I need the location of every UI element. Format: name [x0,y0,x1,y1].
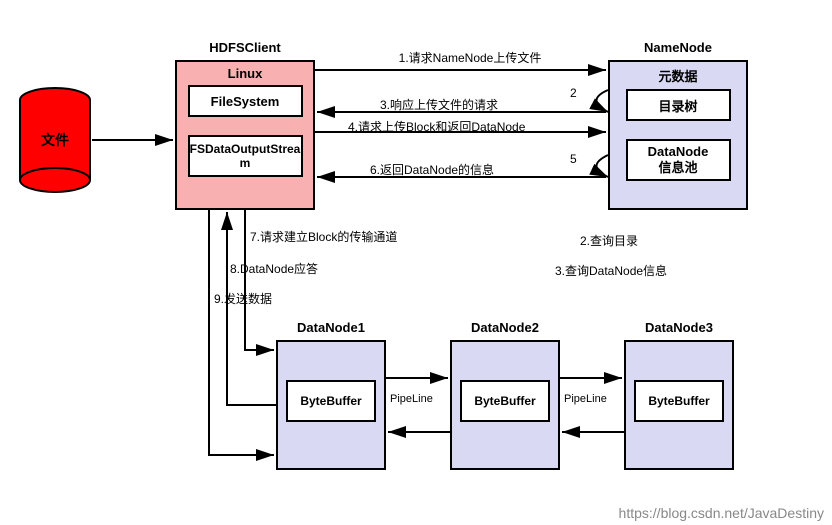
dn2-title: DataNode2 [450,320,560,335]
e6-label: 6.返回DataNode的信息 [370,161,494,178]
dn2-bb: ByteBuffer [460,380,550,422]
e1-label: 1.请求NameNode上传文件 [370,52,570,65]
namenode-box: 元数据 目录树 DataNode 信息池 [608,60,748,210]
e9-label: 9.发送数据 [214,290,272,307]
dn1-bb: ByteBuffer [286,380,376,422]
dn3-title: DataNode3 [624,320,734,335]
hdfs-box: Linux FileSystem FSDataOutputStream [175,60,315,210]
watermark: https://blog.csdn.net/JavaDestiny [619,505,824,521]
e4-label: 4.请求上传Block和返回DataNode [348,118,525,135]
dn2-box: ByteBuffer [450,340,560,470]
q3-label: 3.查询DataNode信息 [555,262,667,279]
e7-label: 7.请求建立Block的传输通道 [250,228,397,245]
q2-label: 2.查询目录 [580,232,638,249]
namenode-dir: 目录树 [626,89,731,121]
e5n-label: 5 [570,152,577,166]
e2n-label: 2 [570,86,577,100]
hdfs-subtitle: Linux [177,66,313,81]
e3-label: 3.响应上传文件的请求 [380,96,498,113]
dn1-box: ByteBuffer [276,340,386,470]
e8-label: 8.DataNode应答 [230,260,318,277]
hdfs-filesystem: FileSystem [188,85,303,117]
dn3-bb: ByteBuffer [634,380,724,422]
namenode-pool: DataNode 信息池 [626,139,731,181]
namenode-title: NameNode [608,40,748,55]
dn3-box: ByteBuffer [624,340,734,470]
file-label: 文件 [20,130,90,150]
pipe1-label: PipeLine [390,393,433,405]
hdfs-fsdataoutput: FSDataOutputStream [188,135,303,177]
namenode-subtitle: 元数据 [610,66,746,85]
pipe2-label: PipeLine [564,393,607,405]
hdfs-title: HDFSClient [175,40,315,55]
dn1-title: DataNode1 [276,320,386,335]
